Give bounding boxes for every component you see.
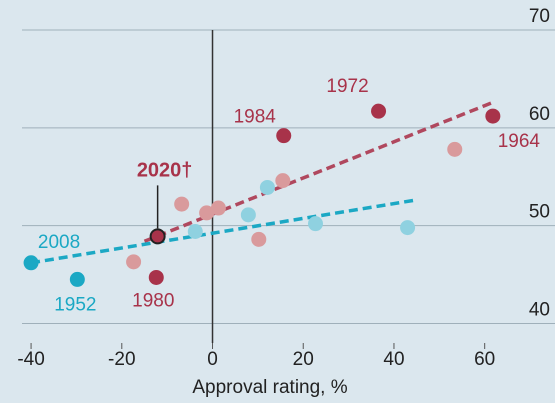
point — [276, 128, 292, 144]
x-tick-label: 0 — [207, 349, 218, 370]
y-tick-label: 60 — [529, 104, 550, 125]
point — [259, 179, 275, 195]
trend-line — [30, 198, 416, 265]
point — [148, 269, 164, 285]
y-tick-label: 50 — [529, 202, 550, 223]
point-label: 2008 — [38, 232, 80, 253]
point-label: 2020† — [137, 160, 193, 182]
point — [400, 220, 416, 236]
point-label: 1984 — [234, 107, 277, 128]
x-tick-label: -20 — [108, 349, 135, 370]
point-label: 1980 — [132, 290, 174, 311]
point-label: 1952 — [54, 294, 96, 315]
point — [371, 103, 387, 119]
point — [23, 255, 39, 271]
x-tick-label: -40 — [17, 349, 44, 370]
point — [307, 216, 323, 232]
point — [485, 108, 501, 124]
point — [251, 231, 267, 247]
point — [187, 223, 203, 239]
point — [149, 228, 166, 245]
point — [69, 271, 85, 287]
point — [199, 205, 215, 221]
point-label: 1972 — [326, 76, 368, 97]
x-tick-label: 60 — [474, 349, 495, 370]
point — [240, 207, 256, 223]
point — [174, 196, 190, 212]
point — [210, 200, 226, 216]
point-label: 1964 — [498, 131, 541, 152]
x-axis-label: Approval rating, % — [192, 377, 347, 398]
point — [126, 254, 142, 270]
x-tick-label: 20 — [293, 349, 314, 370]
x-tick-label: 40 — [383, 349, 404, 370]
point — [275, 173, 291, 189]
point — [447, 141, 463, 157]
y-tick-label: 40 — [529, 299, 550, 320]
y-tick-label: 70 — [529, 6, 550, 27]
